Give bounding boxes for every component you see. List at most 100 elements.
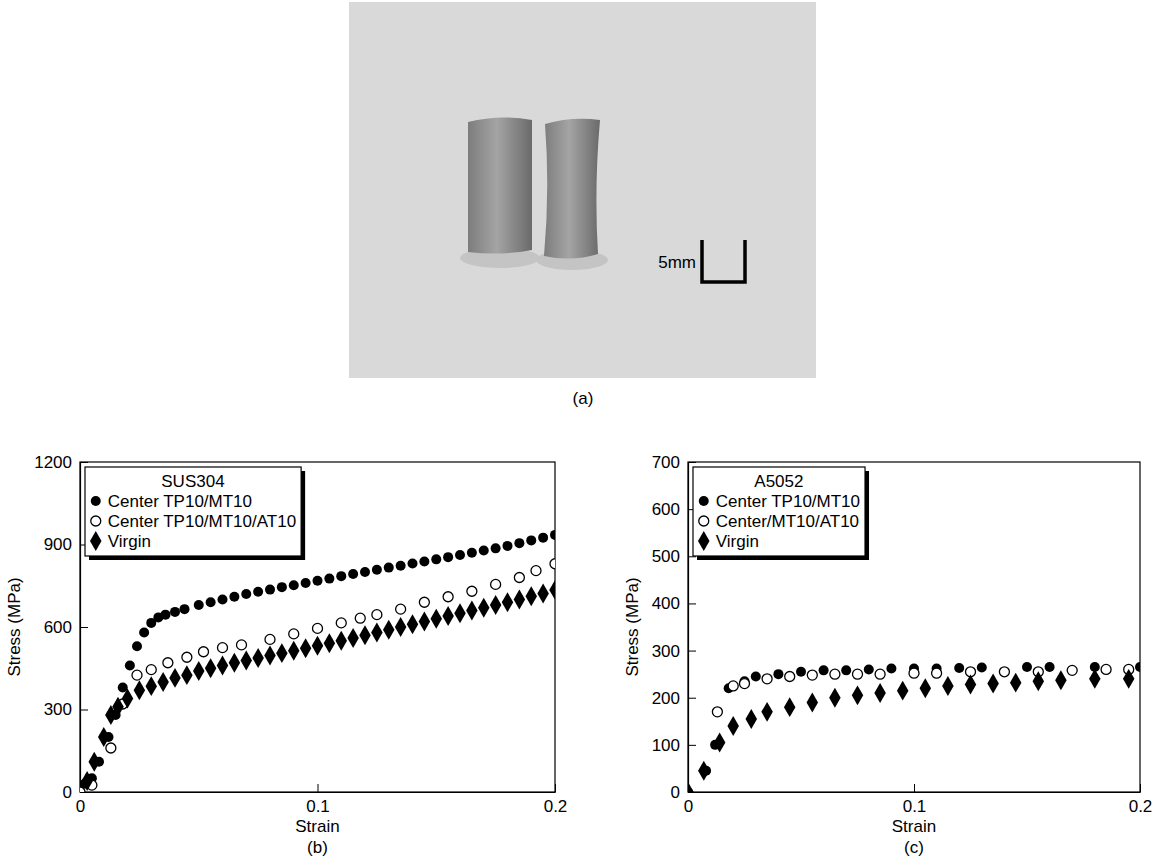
y-tick-label: 300 xyxy=(652,642,680,661)
point xyxy=(999,667,1009,677)
point-group xyxy=(761,702,773,722)
point xyxy=(81,771,93,791)
point-group xyxy=(276,643,288,663)
point-group xyxy=(348,569,358,579)
point-group xyxy=(132,670,142,680)
point xyxy=(502,592,514,612)
y-tick-mark xyxy=(80,792,88,793)
point xyxy=(372,565,382,575)
point-group xyxy=(240,651,252,671)
point xyxy=(313,576,323,586)
point xyxy=(454,603,466,623)
legend-box xyxy=(693,467,865,556)
point xyxy=(503,541,513,551)
point xyxy=(217,656,229,676)
legend-symbol xyxy=(699,516,709,526)
point xyxy=(688,782,694,792)
x-tick: 0 xyxy=(76,784,85,816)
point-group xyxy=(490,595,502,615)
point xyxy=(324,633,336,653)
point-group xyxy=(347,628,359,648)
scale-bar xyxy=(702,240,745,282)
point-group xyxy=(193,661,205,681)
point-group xyxy=(336,571,346,581)
legend-marker xyxy=(699,496,709,506)
point xyxy=(762,674,772,684)
y-tick: 300 xyxy=(652,642,696,661)
y-tick: 700 xyxy=(652,453,696,472)
point-group xyxy=(455,550,465,560)
x-axis: 00.10.2 xyxy=(684,784,1153,816)
point xyxy=(106,743,116,753)
point xyxy=(455,550,465,560)
x-tick-label: 0.2 xyxy=(1129,797,1153,816)
point-group xyxy=(218,643,228,653)
point-group xyxy=(145,676,157,696)
point-group xyxy=(698,761,710,781)
point-group xyxy=(688,782,694,792)
point-group xyxy=(467,548,477,558)
point xyxy=(199,647,209,657)
point-group xyxy=(1135,662,1140,672)
y-tick-label: 0 xyxy=(63,783,72,802)
y-tick-mark xyxy=(688,698,696,699)
point-group xyxy=(157,672,169,692)
x-axis: 00.10.2 xyxy=(76,784,568,816)
y-tick-label: 600 xyxy=(652,500,680,519)
point xyxy=(240,651,252,671)
point-group xyxy=(550,530,555,540)
point-group xyxy=(163,658,173,668)
point-group xyxy=(514,538,524,548)
point-group xyxy=(442,606,454,626)
series xyxy=(688,662,1140,792)
point-group xyxy=(431,554,441,564)
x-tick-mark xyxy=(318,784,319,792)
point-group xyxy=(112,697,124,717)
point-group xyxy=(841,665,851,675)
point xyxy=(830,669,840,679)
point xyxy=(125,661,135,671)
point-group xyxy=(467,586,477,596)
point-group xyxy=(1123,669,1135,689)
point xyxy=(1022,662,1032,672)
point-group xyxy=(479,546,489,556)
point xyxy=(80,787,85,792)
point xyxy=(514,573,524,583)
point-group xyxy=(407,614,419,634)
point-group xyxy=(852,685,864,705)
point xyxy=(218,595,228,605)
point-group xyxy=(874,683,886,703)
point xyxy=(371,623,383,643)
point xyxy=(550,530,555,540)
point xyxy=(384,563,394,573)
x-axis-title: Strain xyxy=(892,817,936,836)
point xyxy=(479,546,489,556)
y-tick-mark xyxy=(688,462,696,463)
point-group xyxy=(886,663,896,673)
point-group xyxy=(531,566,541,576)
point xyxy=(145,676,157,696)
point-group xyxy=(819,665,829,675)
point-group xyxy=(932,668,942,678)
legend-label: Virgin xyxy=(716,532,759,551)
y-tick-label: 1200 xyxy=(34,453,72,472)
point-group xyxy=(1010,673,1022,693)
point xyxy=(1055,670,1067,690)
point-group xyxy=(762,674,772,684)
y-tick-label: 500 xyxy=(652,547,680,566)
legend-marker xyxy=(698,531,710,551)
point-group xyxy=(443,592,453,602)
y-tick-mark xyxy=(80,627,88,628)
point xyxy=(193,661,205,681)
y-tick-mark xyxy=(80,710,88,711)
point xyxy=(408,558,418,568)
point-group xyxy=(355,613,365,623)
photo-panel: 5mm xyxy=(349,2,816,378)
point xyxy=(875,669,885,679)
point-group xyxy=(335,631,347,651)
point xyxy=(431,554,441,564)
point-group xyxy=(503,541,513,551)
point xyxy=(396,604,406,614)
point-group xyxy=(920,678,932,698)
point xyxy=(977,663,987,673)
